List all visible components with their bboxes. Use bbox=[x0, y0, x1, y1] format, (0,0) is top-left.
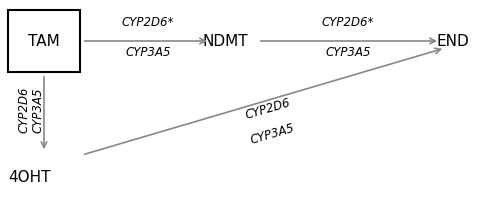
Text: CYP3A5: CYP3A5 bbox=[325, 47, 371, 60]
Text: TAM: TAM bbox=[28, 33, 60, 49]
Text: 4OHT: 4OHT bbox=[8, 171, 50, 185]
Text: CYP2D6*: CYP2D6* bbox=[122, 16, 174, 29]
Text: CYP2D6: CYP2D6 bbox=[244, 96, 292, 122]
Text: CYP2D6*: CYP2D6* bbox=[322, 16, 374, 29]
Text: CYP3A5: CYP3A5 bbox=[32, 87, 44, 133]
Text: CYP3A5: CYP3A5 bbox=[248, 122, 296, 147]
Text: CYP3A5: CYP3A5 bbox=[125, 47, 171, 60]
Text: NDMT: NDMT bbox=[202, 33, 248, 49]
Text: END: END bbox=[436, 33, 470, 49]
Text: CYP2D6: CYP2D6 bbox=[18, 87, 30, 133]
Bar bbox=[8, 10, 80, 72]
